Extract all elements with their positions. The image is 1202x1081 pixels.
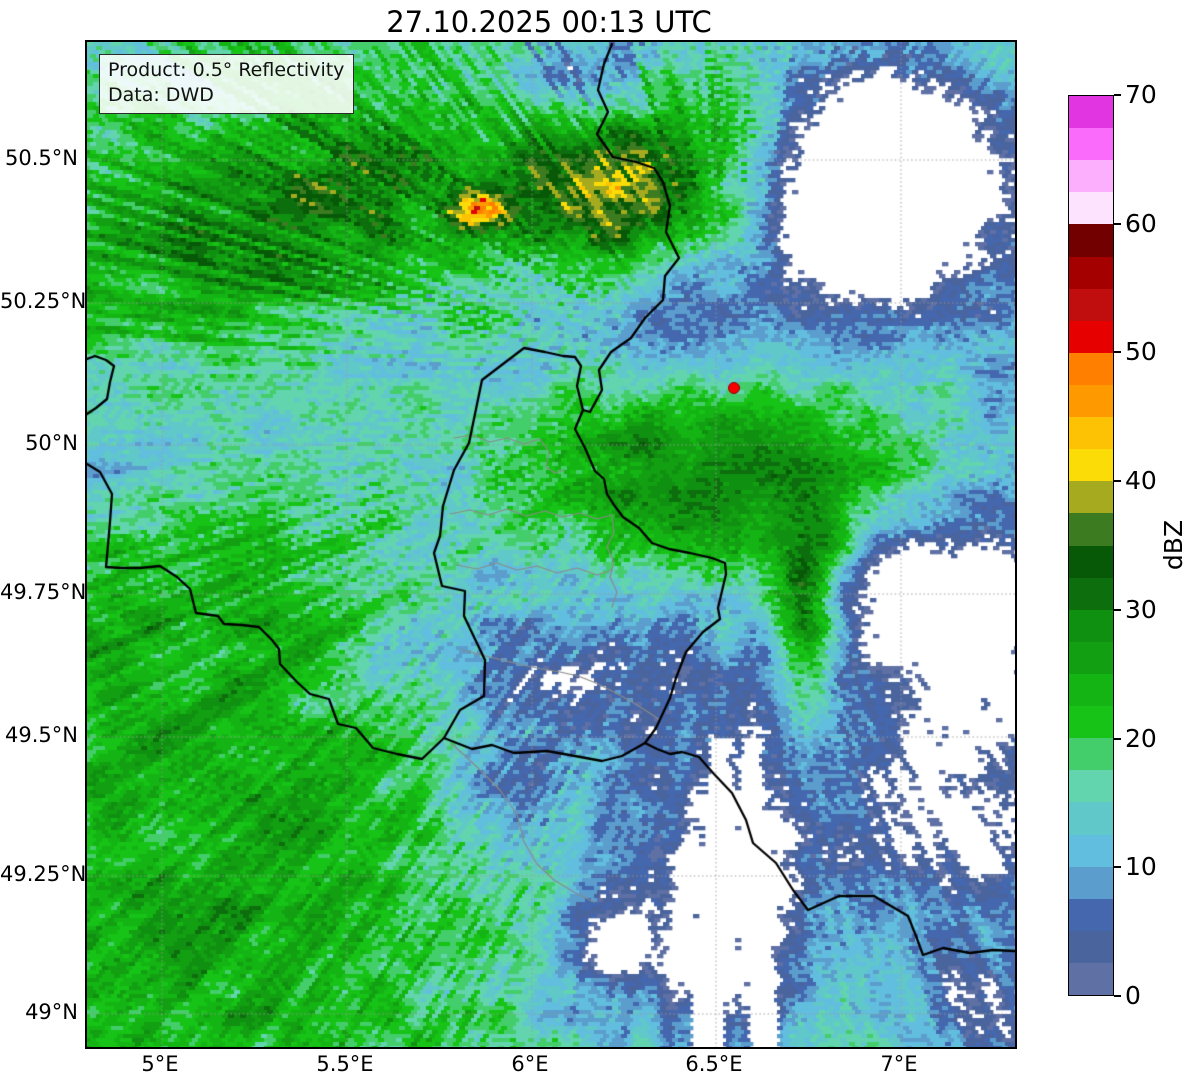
figure-title: 27.10.2025 00:13 UTC	[386, 5, 712, 39]
colorbar-band	[1069, 962, 1113, 996]
colorbar-band	[1069, 609, 1113, 642]
colorbar-band	[1069, 866, 1113, 899]
colorbar-tick-label: 20	[1125, 723, 1157, 753]
colorbar-tickmark	[1114, 737, 1121, 740]
colorbar-band	[1069, 770, 1113, 803]
colorbar-tickmark	[1114, 94, 1121, 96]
colorbar-tick-label: 40	[1125, 466, 1157, 496]
colorbar-band	[1069, 673, 1113, 707]
colorbar-band	[1069, 288, 1113, 321]
product-label: Product: 0.5° Reflectivity	[108, 59, 345, 81]
x-tick-label: 6.5°E	[685, 1052, 743, 1076]
colorbar-band	[1069, 352, 1113, 385]
colorbar-band	[1069, 128, 1113, 161]
colorbar	[1068, 95, 1114, 996]
colorbar-tickmark	[1114, 351, 1121, 354]
colorbar-band	[1069, 417, 1113, 450]
colorbar-tick-label: 60	[1125, 208, 1157, 238]
y-tick-label: 50.5°N	[5, 146, 78, 170]
colorbar-tickmark	[1114, 995, 1121, 997]
colorbar-band	[1069, 802, 1113, 835]
colorbar-band	[1069, 577, 1113, 610]
colorbar-band	[1069, 224, 1113, 257]
colorbar-band	[1069, 481, 1113, 514]
x-tick-label: 6°E	[511, 1052, 549, 1076]
map-plot-area: Product: 0.5° Reflectivity Data: DWD	[85, 40, 1017, 1049]
colorbar-band	[1069, 384, 1113, 418]
colorbar-tick-label: 10	[1125, 852, 1157, 882]
colorbar-tickmark	[1114, 866, 1121, 869]
colorbar-tickmark	[1114, 480, 1121, 483]
colorbar-bands	[1069, 96, 1113, 996]
colorbar-band	[1069, 641, 1113, 674]
colorbar-band	[1069, 192, 1113, 225]
radar-reflectivity-map	[87, 42, 1015, 1047]
y-tick-label: 49.75°N	[0, 580, 87, 604]
colorbar-band	[1069, 834, 1113, 867]
data-source-label: Data: DWD	[108, 84, 214, 106]
colorbar-tickmark	[1114, 608, 1121, 611]
colorbar-band	[1069, 545, 1113, 578]
y-tick-label: 49.25°N	[0, 862, 87, 886]
colorbar-band	[1069, 513, 1113, 546]
colorbar-band	[1069, 320, 1113, 353]
y-tick-label: 50°N	[25, 431, 78, 455]
colorbar-band	[1069, 96, 1113, 129]
x-tick-label: 5.5°E	[316, 1052, 374, 1076]
colorbar-tick-label: 70	[1125, 80, 1157, 109]
y-tick-label: 50.25°N	[0, 289, 87, 313]
y-tick-label: 49°N	[25, 1000, 78, 1024]
colorbar-band	[1069, 449, 1113, 482]
colorbar-tickmark	[1114, 222, 1121, 225]
product-annotation-box: Product: 0.5° Reflectivity Data: DWD	[99, 54, 355, 114]
colorbar-tick-label: 30	[1125, 594, 1157, 624]
x-tick-label: 5°E	[141, 1052, 179, 1076]
colorbar-tick-label: 50	[1125, 337, 1157, 367]
colorbar-band	[1069, 706, 1113, 739]
colorbar-band	[1069, 256, 1113, 289]
x-tick-label: 7°E	[880, 1052, 918, 1076]
colorbar-band	[1069, 930, 1113, 963]
colorbar-tick-label: 0	[1125, 981, 1141, 1010]
colorbar-band	[1069, 160, 1113, 193]
colorbar-unit-label: dBZ	[1159, 519, 1188, 571]
colorbar-band	[1069, 738, 1113, 771]
y-tick-label: 49.5°N	[5, 723, 78, 747]
colorbar-band	[1069, 898, 1113, 931]
